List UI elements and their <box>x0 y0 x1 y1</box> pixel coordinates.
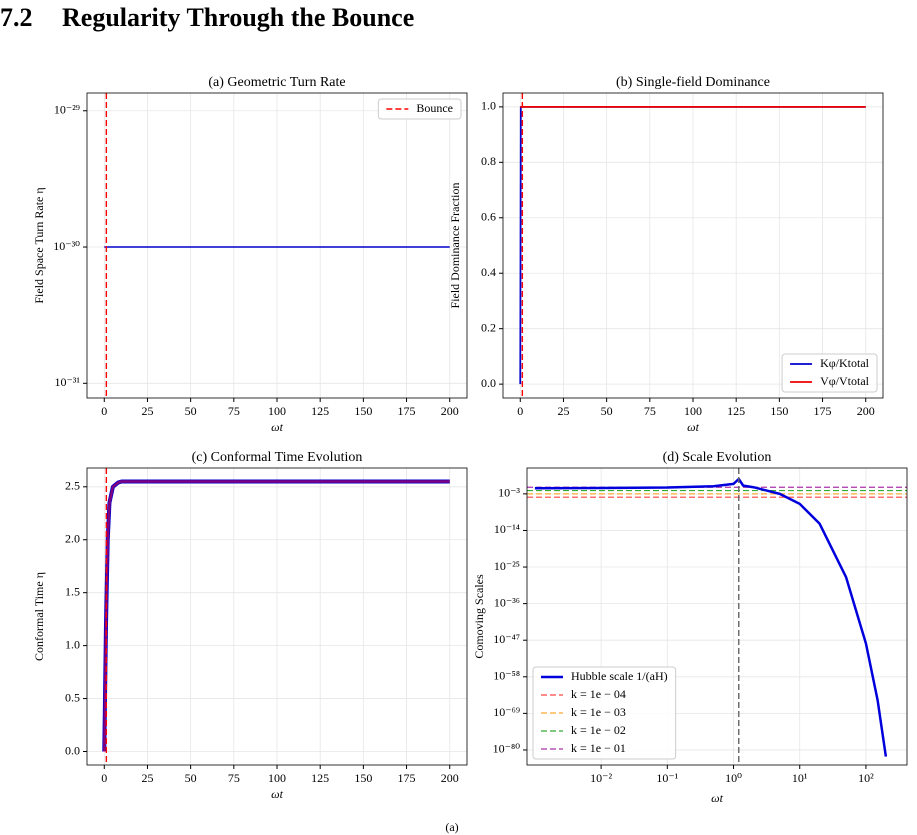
x-tick-label: 10⁰ <box>725 771 742 785</box>
x-tick-label: 200 <box>857 404 875 418</box>
x-tick-label: 125 <box>311 771 329 785</box>
x-tick-label: 175 <box>814 404 832 418</box>
legend-label: k = 1e − 02 <box>571 723 626 737</box>
panel: (b) Single-field Dominance ωt Field Domina… <box>448 75 884 434</box>
y-tick-label: 10⁻⁸⁰ <box>493 742 521 756</box>
y-tick-label: 0.2 <box>481 320 496 334</box>
y-tick-label: 10⁻²⁵ <box>494 559 520 573</box>
legend-label: Hubble scale 1/(aH) <box>571 669 668 683</box>
plot-area <box>519 93 866 398</box>
y-tick-label: 2.0 <box>65 531 80 545</box>
legend-box <box>532 666 677 760</box>
x-tick-label: 200 <box>441 771 459 785</box>
y-tick-label: 10⁻⁴⁷ <box>493 632 520 646</box>
x-tick-label: 175 <box>398 771 416 785</box>
y-axis-label: Comoving Scales <box>472 574 486 659</box>
y-tick-label: 0.5 <box>65 690 80 704</box>
x-tick-label: 25 <box>141 404 153 418</box>
legend-label: Bounce <box>416 101 453 115</box>
x-tick-label: 150 <box>770 404 788 418</box>
y-tick-label: 0.6 <box>481 210 496 224</box>
x-axis-label: ωt <box>271 420 283 434</box>
plot-frame <box>86 467 468 766</box>
section-title: Regularity Through the Bounce <box>62 3 414 32</box>
panel: (d) Scale Evolution ωt Comoving Scales 10⁻²… <box>472 450 908 805</box>
x-tick-label: 50 <box>185 404 197 418</box>
y-tick-label: 0.4 <box>481 265 496 279</box>
y-tick-label: 0.8 <box>481 154 496 168</box>
x-axis-label: ωt <box>271 787 283 801</box>
legend-box <box>377 98 462 120</box>
x-tick-label: 25 <box>141 771 153 785</box>
x-axis-label: ωt <box>687 420 699 434</box>
plot-area <box>527 468 907 765</box>
legend-label: Vφ/Vtotal <box>820 374 870 388</box>
x-tick-label: 100 <box>268 404 286 418</box>
panel-title: (a) Geometric Turn Rate <box>208 75 345 90</box>
x-tick-label: 50 <box>601 404 613 418</box>
plot-frame <box>86 92 468 399</box>
plot-area <box>104 93 450 398</box>
y-tick-label: 1.5 <box>65 584 80 598</box>
y-tick-label: 10⁻³⁶ <box>494 595 520 609</box>
legend-label: k = 1e − 04 <box>571 687 626 701</box>
panel-title: (c) Conformal Time Evolution <box>192 450 363 465</box>
x-tick-label: 200 <box>441 404 459 418</box>
y-tick-label: 0.0 <box>65 743 80 757</box>
x-tick-label: 0 <box>517 404 523 418</box>
y-tick-label: 10⁻⁶⁹ <box>493 705 520 719</box>
x-tick-label: 75 <box>228 771 240 785</box>
x-tick-label: 10¹ <box>792 771 808 785</box>
panel-title: (b) Single-field Dominance <box>616 75 770 90</box>
y-tick-label: 10⁻³¹ <box>54 375 80 389</box>
y-tick-label: 10⁻⁵⁸ <box>493 669 520 683</box>
y-axis-label: Conformal Time η <box>32 572 46 661</box>
y-tick-label: 10⁻³ <box>498 486 520 500</box>
y-tick-label: 10⁻¹⁴ <box>494 522 520 536</box>
x-tick-label: 125 <box>727 404 745 418</box>
x-tick-label: 75 <box>228 404 240 418</box>
x-tick-label: 25 <box>557 404 569 418</box>
x-tick-label: 100 <box>268 771 286 785</box>
plot-frame <box>502 92 884 399</box>
legend: Hubble scale 1/(aH) k = 1e − 04 k = 1e − 0… <box>532 666 677 760</box>
legend: Bounce <box>377 98 462 120</box>
x-tick-label: 175 <box>398 404 416 418</box>
legend-label: k = 1e − 01 <box>571 741 626 755</box>
legend-label: k = 1e − 03 <box>571 705 626 719</box>
y-tick-label: 2.5 <box>65 479 80 493</box>
legend: Kφ/Ktotal Vφ/Vtotal <box>781 353 878 393</box>
legend-label: Kφ/Ktotal <box>820 356 870 370</box>
section-number: 7.2 <box>0 3 33 32</box>
x-tick-label: 150 <box>354 771 372 785</box>
x-axis-label: ωt <box>711 791 723 805</box>
x-tick-label: 50 <box>185 771 197 785</box>
panel: (c) Conformal Time Evolution ωt Conformal … <box>32 450 468 801</box>
panel-title: (d) Scale Evolution <box>663 450 772 465</box>
plot-area <box>102 468 450 765</box>
y-axis-label: Field Dominance Fraction <box>448 183 462 309</box>
y-tick-label: 1.0 <box>65 637 80 651</box>
series-line <box>103 480 450 752</box>
y-tick-label: 10⁻²⁹ <box>54 103 80 117</box>
x-tick-label: 150 <box>354 404 372 418</box>
x-tick-label: 75 <box>644 404 656 418</box>
y-tick-label: 1.0 <box>481 99 496 113</box>
x-tick-label: 10⁻¹ <box>656 771 678 785</box>
x-tick-label: 10² <box>858 771 874 785</box>
x-tick-label: 0 <box>101 404 107 418</box>
x-tick-label: 10⁻² <box>590 771 612 785</box>
caption: (a) <box>445 820 458 834</box>
x-tick-label: 125 <box>311 404 329 418</box>
plot-frame <box>526 467 908 766</box>
y-tick-label: 10⁻³⁰ <box>53 239 80 253</box>
y-tick-label: 0.0 <box>481 376 496 390</box>
x-tick-label: 0 <box>101 771 107 785</box>
x-tick-label: 100 <box>684 404 702 418</box>
panel: (a) Geometric Turn Rate ωt Field Space Tur… <box>32 75 468 434</box>
y-axis-label: Field Space Turn Rate η <box>32 187 46 303</box>
series-line <box>534 477 888 757</box>
